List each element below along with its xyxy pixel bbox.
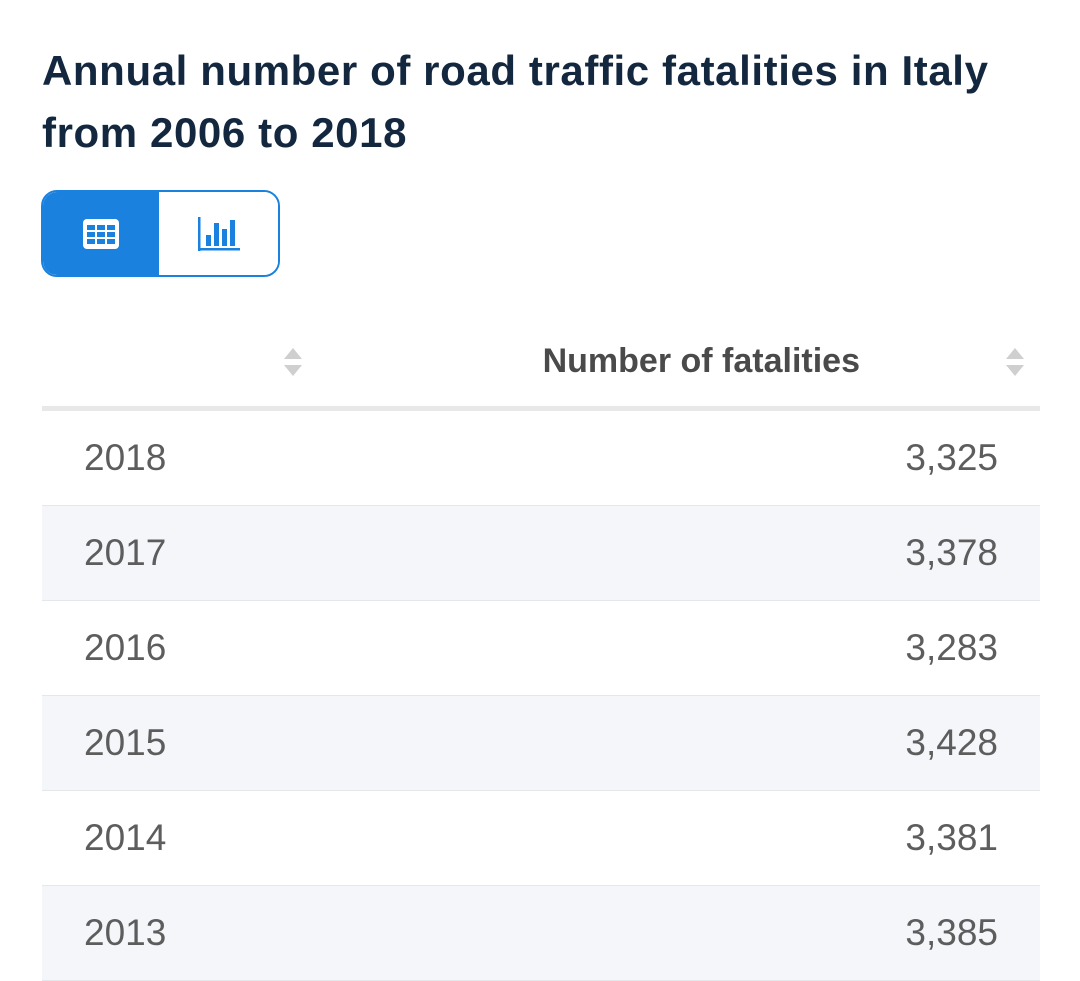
value-cell: 3,381 (905, 817, 998, 858)
year-cell: 2014 (84, 817, 167, 858)
table-row: 2017 3,378 (42, 506, 1040, 601)
table-row: 2016 3,283 (42, 601, 1040, 696)
value-cell: 3,325 (905, 437, 998, 478)
table-icon (83, 218, 119, 249)
data-table: Number of fatalities 2018 3,325 2017 3,3… (42, 330, 1040, 981)
sort-year-icon[interactable] (282, 348, 304, 382)
table-row: 2018 3,325 (42, 411, 1040, 506)
value-cell: 3,283 (905, 627, 998, 668)
year-cell: 2015 (84, 722, 167, 763)
table-header: Number of fatalities (42, 330, 1040, 411)
view-toggle (41, 190, 280, 277)
value-cell: 3,385 (905, 912, 998, 953)
year-cell: 2017 (84, 532, 167, 573)
column-header-fatalities[interactable]: Number of fatalities (542, 342, 860, 380)
year-cell: 2018 (84, 437, 167, 478)
table-view-button[interactable] (43, 192, 159, 275)
sort-fatalities-icon[interactable] (1004, 348, 1026, 382)
chart-view-button[interactable] (159, 192, 278, 275)
table-row: 2014 3,381 (42, 791, 1040, 886)
bar-chart-icon (197, 216, 240, 251)
value-cell: 3,428 (905, 722, 998, 763)
year-cell: 2013 (84, 912, 167, 953)
value-cell: 3,378 (905, 532, 998, 573)
table-row: 2013 3,385 (42, 886, 1040, 981)
year-cell: 2016 (84, 627, 167, 668)
table-row: 2015 3,428 (42, 696, 1040, 791)
page-title: Annual number of road traffic fatalities… (42, 47, 989, 156)
